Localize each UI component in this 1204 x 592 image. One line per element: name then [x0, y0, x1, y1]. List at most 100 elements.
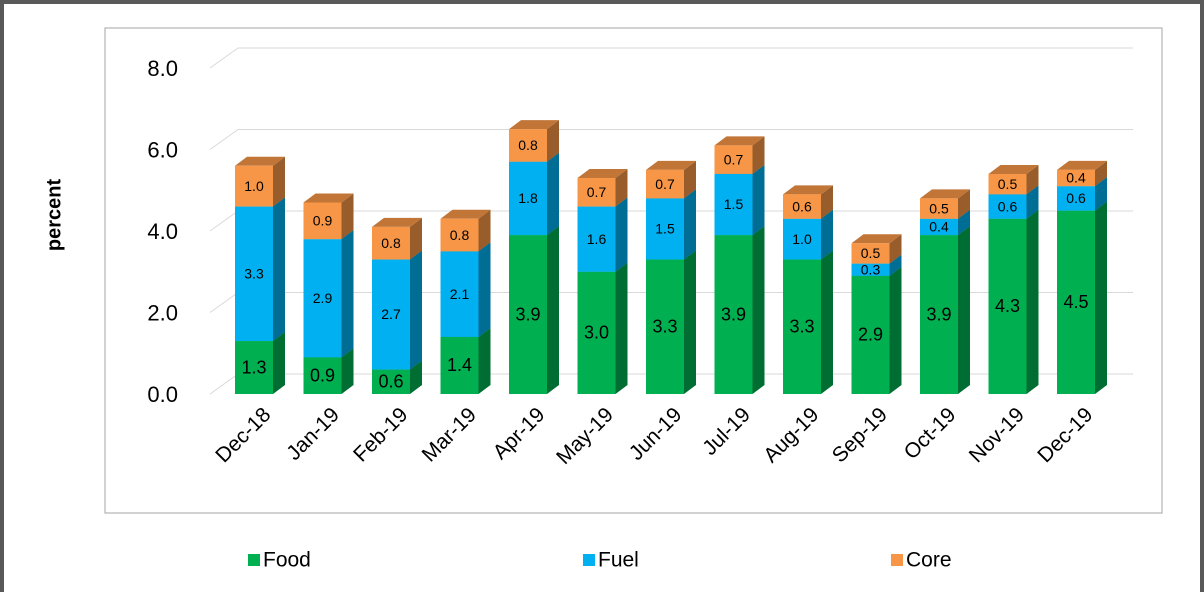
bar-side [410, 217, 422, 260]
bar-front [920, 235, 958, 394]
data-label: 1.0 [792, 231, 812, 247]
y-axis-title: percent [43, 179, 65, 252]
bar-front [920, 218, 958, 236]
y-tick-label: 0.0 [147, 382, 178, 407]
bar-front [372, 226, 410, 260]
bar-front [303, 357, 342, 394]
bar-side [478, 242, 491, 337]
bar-front [509, 235, 547, 394]
bar-segment [646, 250, 696, 394]
data-label: 0.3 [861, 261, 881, 277]
y-tick-label: 4.0 [147, 219, 178, 244]
bar-side [958, 189, 970, 219]
bar-top [920, 189, 970, 199]
bar-segment [851, 266, 902, 394]
bar-top [372, 217, 422, 227]
legend-swatch [248, 554, 260, 566]
bar-segment [509, 120, 559, 162]
data-label: 4.3 [995, 296, 1020, 316]
bar-side [684, 189, 696, 260]
data-label: 1.3 [241, 357, 266, 377]
bar-side [1026, 209, 1039, 394]
bar-side [752, 136, 765, 174]
bar-side [752, 164, 765, 236]
bar-segment [783, 250, 833, 394]
data-label: 0.5 [998, 176, 1018, 192]
bar-side [958, 226, 970, 394]
bar-top [851, 234, 902, 244]
bar-front [851, 275, 890, 394]
data-label: 1.6 [587, 231, 607, 247]
bar-segment [372, 250, 422, 370]
bar-side [341, 348, 354, 394]
bar-front [235, 341, 273, 394]
bar-front [783, 218, 821, 260]
bar-side [547, 152, 559, 236]
bar-side [821, 209, 833, 260]
bar-segment [851, 234, 902, 264]
data-label: 0.6 [998, 198, 1018, 214]
bar-side [958, 209, 970, 236]
bar-side [547, 120, 559, 162]
data-label: 0.8 [450, 227, 470, 243]
data-label: 3.3 [652, 317, 677, 337]
legend-label: Food [263, 549, 311, 572]
bar-side [547, 226, 559, 394]
bar-top [714, 136, 765, 146]
data-label: 0.5 [929, 200, 949, 216]
bar-side [410, 250, 422, 370]
data-label: 4.5 [1063, 292, 1088, 312]
data-label: 1.8 [518, 190, 538, 206]
data-label: 2.9 [858, 325, 883, 345]
bar-front [714, 235, 753, 394]
data-label: 0.9 [313, 213, 333, 229]
bar-front [372, 369, 410, 394]
bar-front [440, 336, 479, 394]
bar-front [851, 263, 890, 276]
bar-side [341, 230, 354, 358]
bar-front [988, 218, 1027, 394]
bar-side [821, 185, 833, 219]
y-tick-label: 8.0 [147, 56, 178, 81]
data-label: 0.6 [1066, 190, 1086, 206]
bar-side [752, 226, 765, 394]
bar-front [714, 145, 753, 174]
bar-front [440, 218, 479, 252]
bar-top [1057, 160, 1107, 170]
data-label: 2.9 [313, 290, 333, 306]
bar-side [889, 266, 902, 394]
bar-front [235, 165, 273, 207]
bar-front [1057, 169, 1095, 187]
bar-segment [988, 164, 1039, 195]
bar-front [646, 169, 684, 199]
y-tick-label: 2.0 [147, 300, 178, 325]
bar-segment [783, 185, 833, 219]
bar-top [646, 160, 696, 170]
bar-top [303, 193, 354, 203]
bar-side [615, 169, 628, 207]
bar-side [273, 332, 285, 394]
bar-front [1057, 186, 1095, 211]
data-label: 3.9 [515, 304, 540, 324]
bar-front [235, 206, 273, 342]
bar-side [273, 156, 285, 207]
bar-side [410, 360, 422, 394]
bar-side [1026, 164, 1039, 195]
bar-side [341, 193, 354, 240]
bar-segment [235, 156, 285, 207]
bar-front [920, 198, 958, 219]
bar-front [988, 194, 1027, 219]
bar-segment [646, 160, 696, 199]
data-label: 3.9 [926, 304, 951, 324]
data-label: 0.4 [1066, 170, 1086, 186]
bar-side [889, 254, 902, 276]
bar-side [821, 250, 833, 394]
legend-label: Core [906, 549, 952, 572]
data-label: 0.8 [381, 235, 401, 251]
bar-top [783, 185, 833, 195]
bar-front [509, 129, 547, 162]
legend-swatch [583, 554, 595, 566]
